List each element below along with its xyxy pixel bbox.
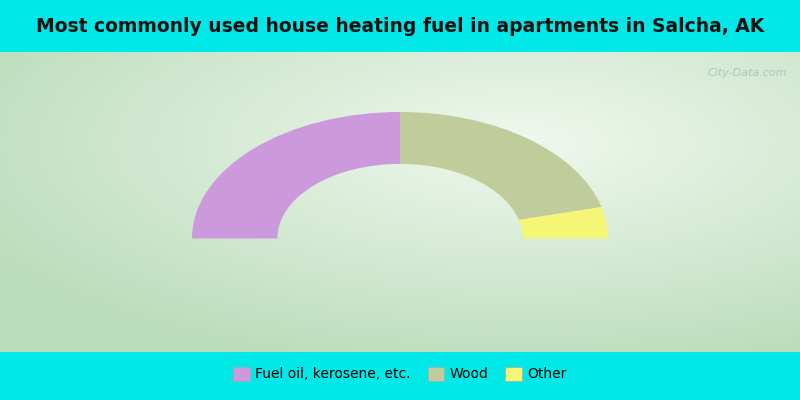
Wedge shape xyxy=(519,207,608,238)
Legend: Fuel oil, kerosene, etc., Wood, Other: Fuel oil, kerosene, etc., Wood, Other xyxy=(227,361,573,387)
Wedge shape xyxy=(192,112,400,238)
Text: Most commonly used house heating fuel in apartments in Salcha, AK: Most commonly used house heating fuel in… xyxy=(36,16,764,36)
Wedge shape xyxy=(400,112,602,220)
Text: City-Data.com: City-Data.com xyxy=(707,68,786,78)
